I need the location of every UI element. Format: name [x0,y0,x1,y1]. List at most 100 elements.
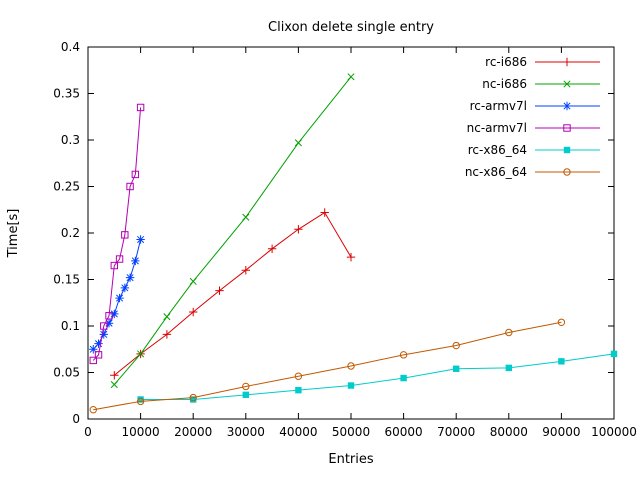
square-open-marker [126,182,134,191]
y-tick-label: 0.4 [61,40,80,54]
asterisk-marker [104,319,114,328]
circle-open-marker [563,168,571,176]
series-layer [89,73,618,414]
square-filled-marker [347,382,355,389]
circle-open-marker [294,372,303,380]
plus-marker [189,307,198,317]
asterisk-marker [99,330,108,339]
circle-open-marker [89,406,97,414]
square-filled-marker [558,358,565,365]
legend-item-nc-i686: nc-i686 [482,77,600,91]
x-tick-label: 20000 [174,425,212,439]
x-tick-label: 40000 [279,425,317,439]
square-open-marker [89,356,97,365]
circle-open-marker [347,362,355,370]
plus-marker [215,286,224,295]
square-open-marker [131,170,140,179]
series-nc-i686 [110,73,355,389]
square-open-marker [121,231,129,239]
legend-item-rc-armv7l: rc-armv7l [470,99,600,113]
square-open-marker [563,124,571,132]
plus-marker [162,330,172,339]
cross-marker [110,381,118,389]
series-rc-armv7l [89,235,145,354]
x-tick-label: 50000 [332,425,370,439]
legend-label: rc-x86_64 [468,143,527,157]
cross-marker [563,80,571,88]
legend-label: nc-armv7l [467,121,527,135]
series-line [140,353,615,400]
circle-open-marker [399,351,408,359]
square-open-marker [136,103,145,112]
x-tick-label: 30000 [227,425,265,439]
series-nc-x86_64 [89,318,566,414]
square-filled-marker [400,374,407,382]
plus-marker [267,244,277,254]
square-filled-marker [505,364,512,372]
asterisk-marker [125,273,135,282]
square-open-marker [94,351,103,359]
x-axis-label: Entries [328,452,374,467]
y-tick-label: 0.35 [53,87,80,101]
x-tick-label: 80000 [490,425,528,439]
series-line [113,76,352,385]
x-tick-label: 90000 [542,425,580,439]
plus-marker [294,225,303,234]
cross-marker [294,139,302,147]
square-filled-marker [137,396,144,403]
legend-item-rc-x86_64: rc-x86_64 [468,143,600,157]
legend: rc-i686 nc-i686 rc-armv7l nc-armv7l rc-x86_6… [465,55,600,179]
cross-marker [242,213,250,221]
y-tick-label: 0.1 [61,319,80,333]
axes-layer: 0 10000 20000 30000 40000 50000 60000 70000 8000… [53,40,637,439]
asterisk-marker [562,101,572,111]
legend-item-nc-x86_64: nc-x86_64 [465,165,600,179]
x-tick-label: 10000 [122,425,160,439]
asterisk-marker [89,345,98,354]
square-open-marker [110,261,118,270]
y-tick-label: 0.15 [53,273,80,287]
asterisk-marker [94,339,103,348]
series-line [93,321,562,411]
asterisk-marker [110,309,119,319]
y-tick-label: 0.05 [53,366,80,380]
legend-label: rc-i686 [485,55,527,69]
y-tick-label: 0.2 [61,226,80,240]
chart-title: Clixon delete single entry [268,20,434,35]
legend-label: nc-i686 [482,77,527,91]
plus-marker [110,371,119,380]
square-filled-marker [242,391,249,399]
y-tick-label: 0.25 [53,180,80,194]
legend-item-rc-i686: rc-i686 [485,55,600,69]
y-tick-label: 0 [72,412,80,426]
square-open-marker [115,255,124,263]
square-open-marker [105,312,113,320]
asterisk-marker [136,235,145,244]
series-nc-armv7l [89,103,145,365]
plus-marker [320,208,329,217]
legend-item-nc-armv7l: nc-armv7l [467,121,600,135]
cross-marker [163,313,171,321]
series-rc-x86_64 [137,350,618,403]
series-rc-i686 [110,208,356,380]
square-filled-marker [295,386,302,394]
circle-open-marker [452,341,460,350]
y-tick-label: 0.3 [61,133,80,147]
square-filled-marker [453,365,460,372]
cross-marker [347,73,355,81]
circle-open-marker [505,328,513,337]
legend-label: rc-armv7l [470,99,527,113]
x-tick-label: 0 [84,425,92,439]
circle-open-marker [189,393,197,402]
cross-marker [137,350,145,358]
x-tick-label: 70000 [437,425,475,439]
square-open-marker [100,322,108,330]
square-filled-marker [610,350,618,358]
y-axis-label: Time[s] [6,209,21,259]
legend-label: nc-x86_64 [465,165,527,179]
cross-marker [189,277,197,285]
plus-marker [562,57,572,67]
asterisk-marker [115,293,124,303]
